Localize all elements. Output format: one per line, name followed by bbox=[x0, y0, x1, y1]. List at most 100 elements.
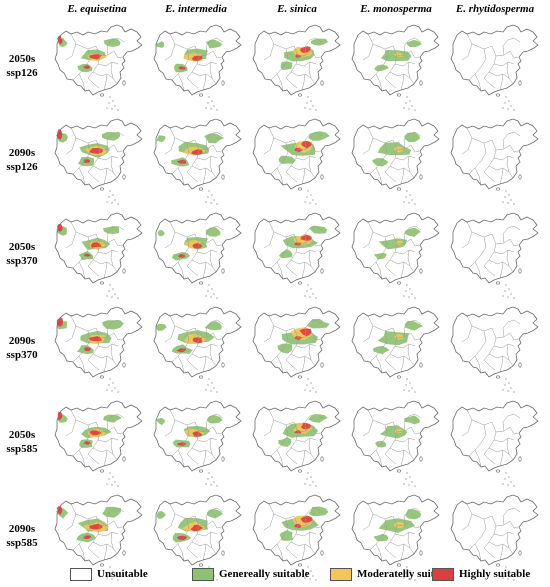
south-sea-island bbox=[210, 296, 212, 298]
china-map bbox=[54, 306, 143, 393]
province-border bbox=[483, 265, 496, 277]
province-border bbox=[407, 343, 411, 361]
province-border bbox=[276, 167, 284, 186]
taiwan-island bbox=[518, 174, 522, 180]
south-sea-island bbox=[205, 295, 207, 297]
general-suitability-area bbox=[406, 39, 422, 48]
province-border bbox=[78, 449, 86, 468]
china-map bbox=[351, 494, 440, 581]
province-border bbox=[276, 73, 284, 92]
south-sea-island bbox=[406, 566, 408, 568]
south-sea-island bbox=[309, 390, 311, 392]
province-border bbox=[301, 73, 306, 91]
south-sea-island bbox=[205, 107, 207, 109]
high-suitability-area bbox=[192, 337, 203, 344]
china-map bbox=[252, 24, 341, 111]
scenario-ssp: ssp585 bbox=[6, 443, 38, 455]
province-border bbox=[308, 437, 312, 455]
south-sea-island bbox=[309, 484, 311, 486]
general-suitability-area bbox=[156, 41, 165, 48]
south-sea-island bbox=[405, 102, 407, 104]
province-border bbox=[212, 144, 222, 153]
suitability-map bbox=[52, 398, 150, 490]
south-sea-island bbox=[411, 575, 413, 577]
province-border bbox=[103, 355, 108, 373]
south-sea-island bbox=[502, 483, 504, 485]
province-border bbox=[461, 33, 473, 61]
scenario-period: 2090s bbox=[8, 147, 36, 159]
province-border bbox=[65, 503, 77, 531]
south-sea-island bbox=[309, 108, 311, 110]
south-sea-island bbox=[507, 484, 509, 486]
province-border bbox=[113, 238, 123, 247]
south-sea-island bbox=[117, 485, 119, 487]
south-sea-island bbox=[106, 107, 108, 109]
province-border bbox=[407, 61, 411, 79]
suitability-map bbox=[250, 22, 348, 114]
province-border bbox=[72, 330, 91, 363]
south-sea-island bbox=[409, 100, 411, 102]
suitability-map bbox=[250, 304, 348, 396]
high-suitability-area bbox=[56, 129, 63, 140]
south-sea-island bbox=[304, 295, 306, 297]
province-border bbox=[407, 155, 411, 173]
south-sea-island bbox=[312, 575, 314, 577]
province-border bbox=[375, 167, 383, 186]
south-sea-island bbox=[111, 296, 113, 298]
high-suitability-area bbox=[83, 159, 90, 163]
province-border bbox=[87, 359, 100, 371]
province-border bbox=[110, 531, 114, 549]
province-border bbox=[410, 238, 420, 247]
south-sea-island bbox=[307, 190, 309, 192]
province-border bbox=[110, 61, 114, 79]
south-sea-island bbox=[408, 484, 410, 486]
province-border bbox=[375, 261, 383, 280]
general-suitability-area bbox=[280, 61, 293, 70]
province-border bbox=[499, 261, 504, 279]
taiwan-island bbox=[221, 362, 225, 368]
hainan-island bbox=[297, 93, 303, 97]
china-map bbox=[153, 118, 242, 205]
country-border bbox=[450, 24, 539, 96]
south-sea-island bbox=[106, 389, 108, 391]
south-sea-island bbox=[504, 290, 506, 292]
high-suitability-area bbox=[83, 65, 90, 69]
province-border bbox=[106, 225, 125, 244]
taiwan-island bbox=[221, 456, 225, 462]
south-sea-island bbox=[211, 288, 213, 290]
province-border bbox=[270, 518, 289, 551]
suitability-map bbox=[52, 22, 150, 114]
taiwan-island bbox=[221, 268, 225, 274]
country-border bbox=[54, 212, 143, 284]
hainan-island bbox=[198, 281, 204, 285]
province-border bbox=[212, 520, 222, 529]
province-border bbox=[502, 37, 521, 56]
province-border bbox=[205, 37, 224, 56]
province-border bbox=[301, 261, 306, 279]
south-sea-island bbox=[414, 579, 416, 581]
south-sea-island bbox=[315, 203, 317, 205]
south-sea-island bbox=[112, 570, 114, 572]
south-sea-island bbox=[315, 297, 317, 299]
south-sea-island bbox=[306, 102, 308, 104]
moderate-suitability-area bbox=[394, 334, 404, 340]
hainan-island bbox=[99, 563, 105, 567]
south-sea-island bbox=[114, 481, 116, 483]
south-sea-island bbox=[508, 382, 510, 384]
general-suitability-area bbox=[156, 323, 167, 331]
south-sea-island bbox=[114, 105, 116, 107]
suitability-map bbox=[448, 304, 546, 396]
suitability-map bbox=[52, 116, 150, 208]
south-sea-island bbox=[406, 472, 408, 474]
province-border bbox=[468, 48, 487, 81]
high-suitability-area bbox=[192, 431, 202, 437]
south-sea-island bbox=[310, 288, 312, 290]
south-sea-island bbox=[108, 290, 110, 292]
scenario-period: 2050s bbox=[8, 241, 36, 253]
china-map bbox=[450, 306, 539, 393]
province-border bbox=[509, 426, 519, 435]
legend-item: Highly suitable bbox=[432, 566, 530, 582]
high-suitability-area bbox=[300, 234, 312, 241]
hainan-island bbox=[99, 469, 105, 473]
hainan-island bbox=[297, 187, 303, 191]
